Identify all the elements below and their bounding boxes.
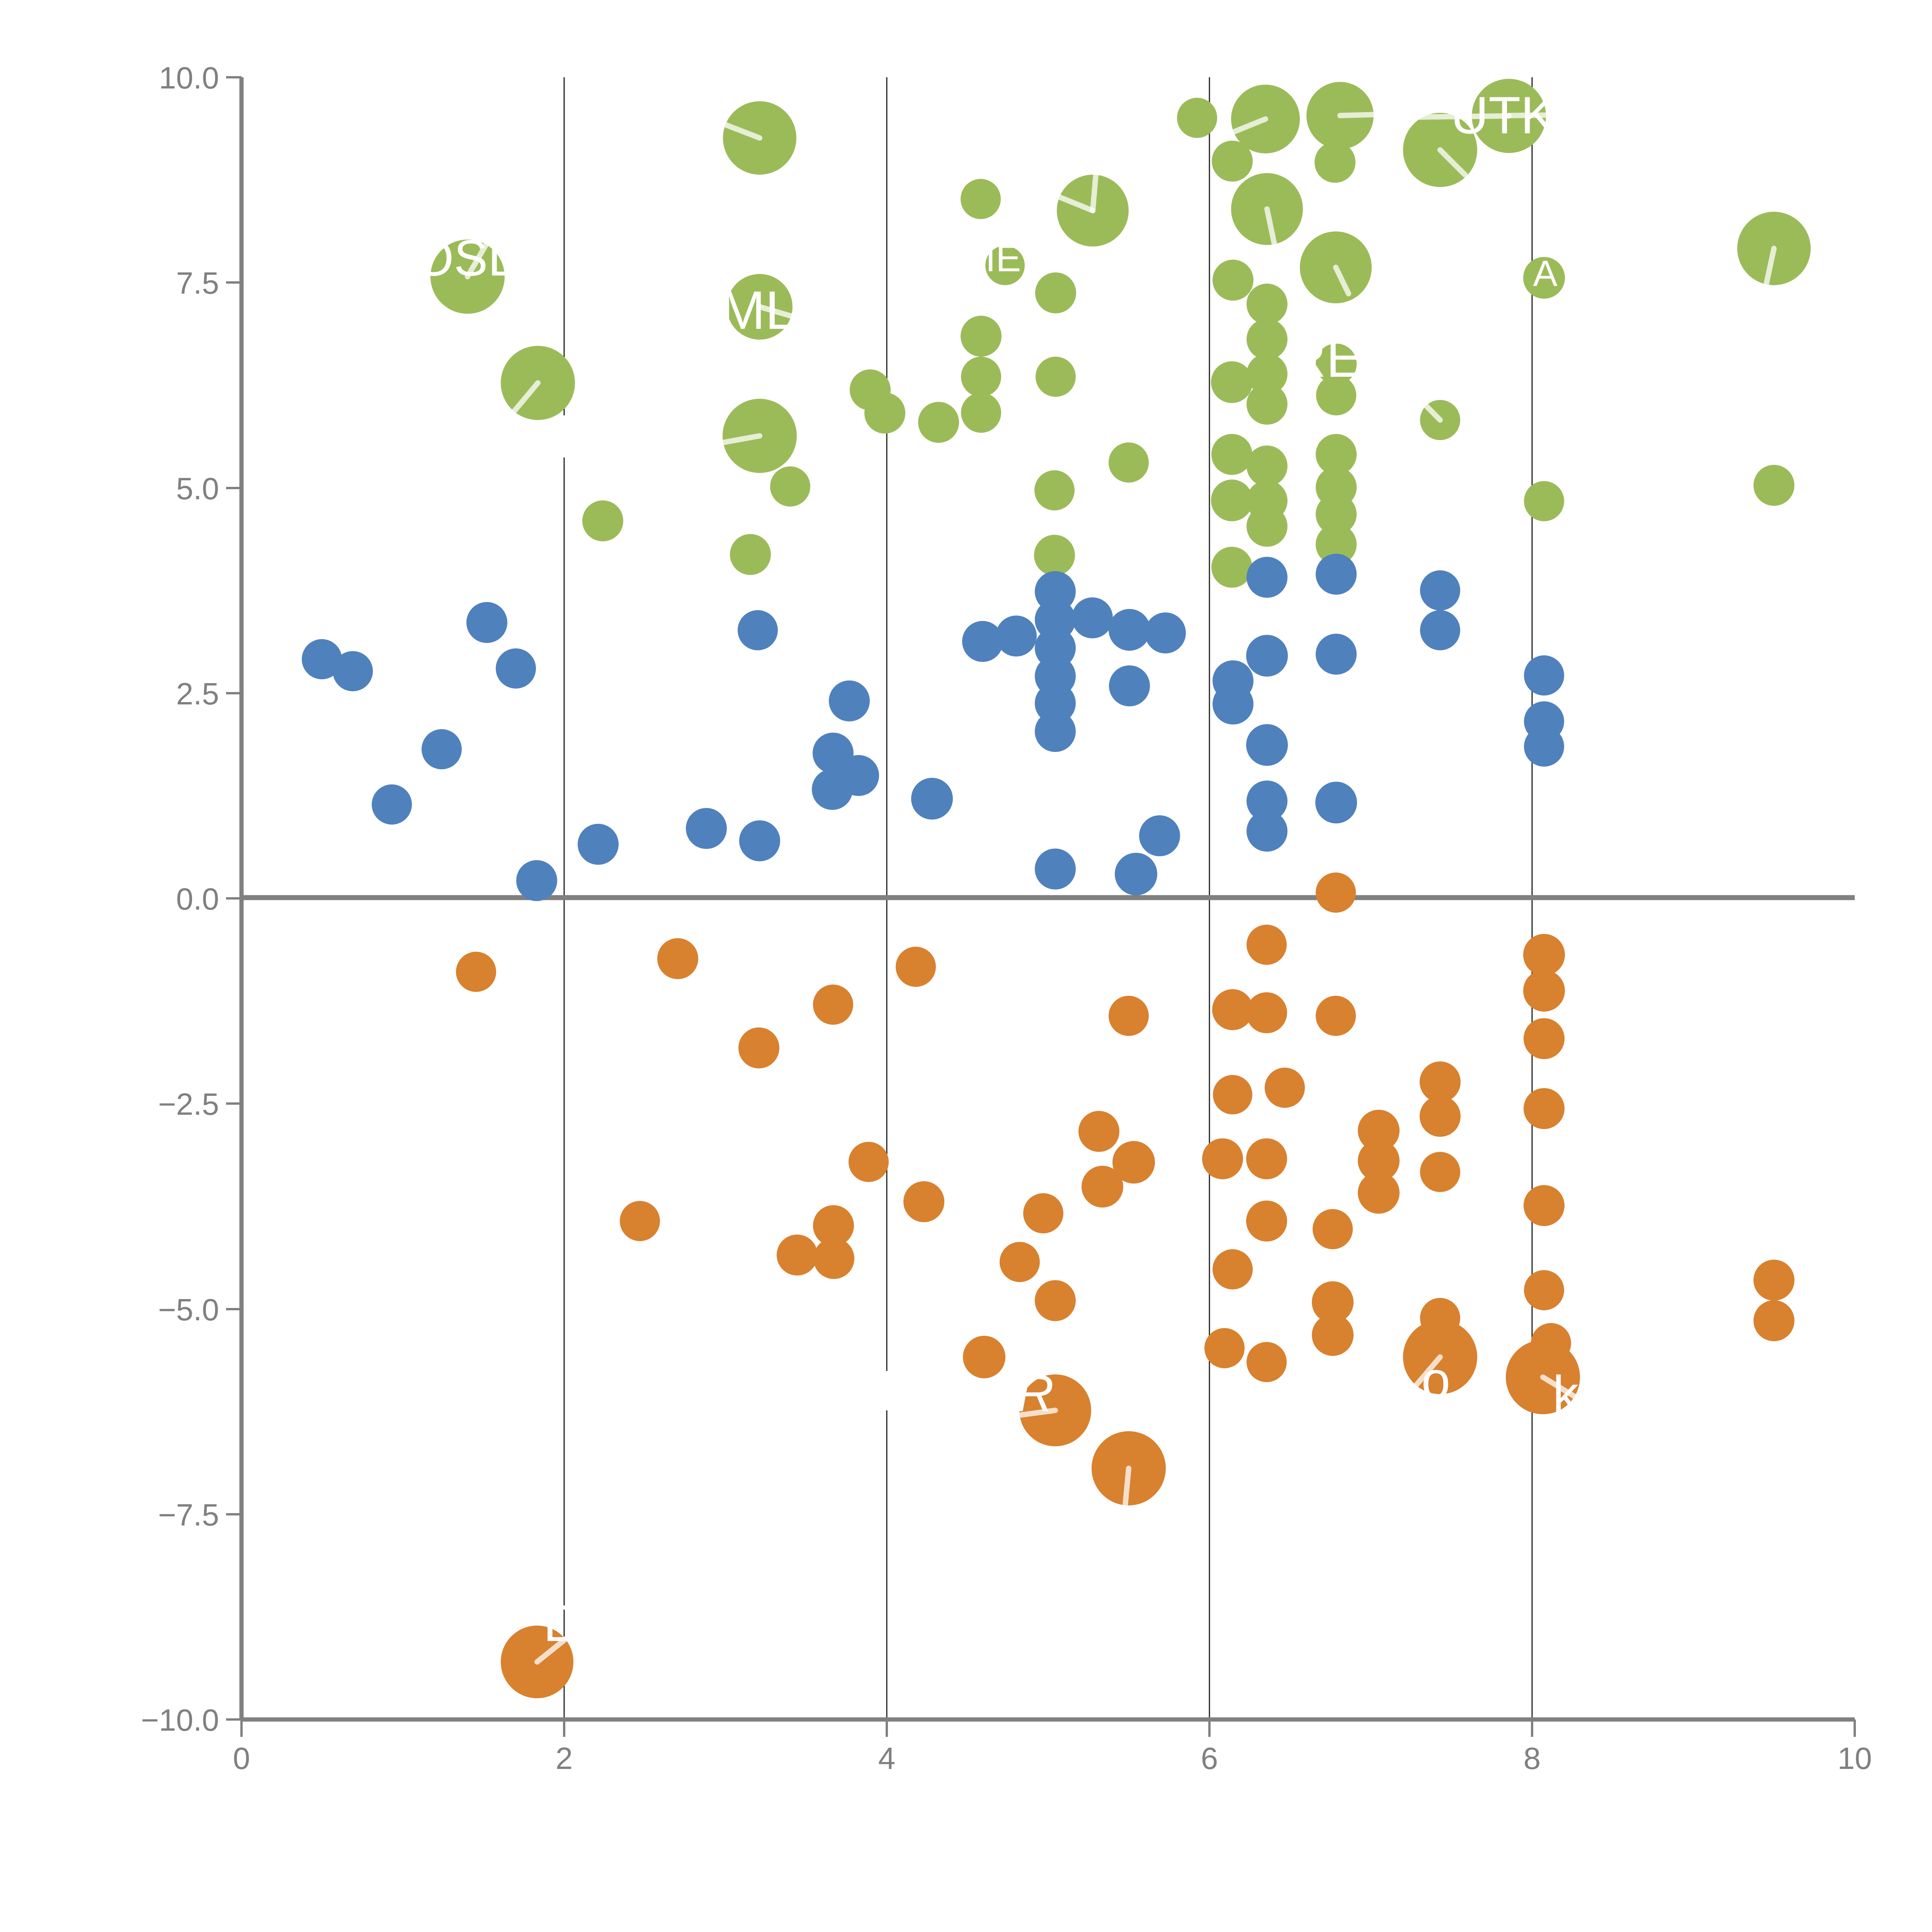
svg-text:10.0: 10.0 (159, 61, 219, 95)
svg-text:2.5: 2.5 (176, 677, 219, 711)
svg-text:UTK: UTK (1451, 86, 1556, 145)
svg-text:IE: IE (985, 237, 1021, 279)
svg-text:2: 2 (556, 1741, 573, 1776)
svg-text:A: A (1533, 253, 1558, 294)
svg-text:−5.0: −5.0 (158, 1293, 219, 1327)
svg-text:6: 6 (1201, 1741, 1218, 1776)
svg-text:ML: ML (720, 280, 795, 340)
svg-text:0.0: 0.0 (176, 882, 219, 916)
svg-text:−2.5: −2.5 (158, 1087, 219, 1121)
svg-text:4: 4 (878, 1741, 896, 1776)
svg-text:R: R (1016, 1364, 1054, 1422)
svg-text:0: 0 (233, 1741, 250, 1776)
svg-text:k: k (1553, 1365, 1579, 1423)
svg-text:7.5: 7.5 (176, 266, 219, 300)
svg-text:o: o (1421, 1351, 1450, 1409)
svg-text:5.0: 5.0 (176, 471, 219, 506)
svg-text:OSL: OSL (414, 230, 516, 286)
svg-text:−10.0: −10.0 (141, 1703, 219, 1737)
svg-text:8: 8 (1524, 1741, 1541, 1776)
svg-text:10: 10 (1838, 1741, 1872, 1776)
svg-text:D: D (543, 1594, 581, 1652)
svg-text:−7.5: −7.5 (158, 1498, 219, 1532)
svg-text:RE: RE (1287, 328, 1362, 388)
